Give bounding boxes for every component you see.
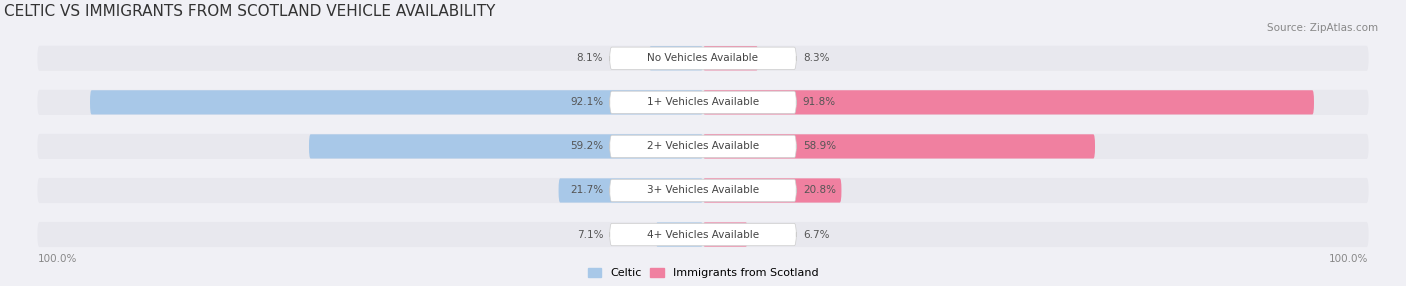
- Text: 92.1%: 92.1%: [569, 97, 603, 107]
- FancyBboxPatch shape: [650, 46, 703, 70]
- Text: 59.2%: 59.2%: [569, 141, 603, 151]
- Legend: Celtic, Immigrants from Scotland: Celtic, Immigrants from Scotland: [583, 264, 823, 283]
- FancyBboxPatch shape: [610, 179, 796, 202]
- FancyBboxPatch shape: [703, 134, 1095, 158]
- Text: 21.7%: 21.7%: [569, 186, 603, 195]
- Text: 58.9%: 58.9%: [803, 141, 837, 151]
- FancyBboxPatch shape: [38, 134, 1368, 159]
- Text: 8.1%: 8.1%: [576, 53, 603, 63]
- FancyBboxPatch shape: [610, 223, 796, 246]
- Text: 7.1%: 7.1%: [576, 230, 603, 240]
- FancyBboxPatch shape: [703, 90, 1315, 114]
- Text: 3+ Vehicles Available: 3+ Vehicles Available: [647, 186, 759, 195]
- FancyBboxPatch shape: [38, 46, 1368, 71]
- Text: Source: ZipAtlas.com: Source: ZipAtlas.com: [1267, 23, 1378, 33]
- FancyBboxPatch shape: [610, 135, 796, 158]
- Text: CELTIC VS IMMIGRANTS FROM SCOTLAND VEHICLE AVAILABILITY: CELTIC VS IMMIGRANTS FROM SCOTLAND VEHIC…: [4, 4, 495, 19]
- Text: 1+ Vehicles Available: 1+ Vehicles Available: [647, 97, 759, 107]
- Text: 100.0%: 100.0%: [38, 254, 77, 264]
- FancyBboxPatch shape: [38, 90, 1368, 115]
- FancyBboxPatch shape: [703, 223, 748, 247]
- FancyBboxPatch shape: [703, 46, 758, 70]
- Text: 8.3%: 8.3%: [803, 53, 830, 63]
- FancyBboxPatch shape: [558, 178, 703, 202]
- FancyBboxPatch shape: [38, 178, 1368, 203]
- FancyBboxPatch shape: [610, 47, 796, 69]
- FancyBboxPatch shape: [38, 222, 1368, 247]
- Text: 4+ Vehicles Available: 4+ Vehicles Available: [647, 230, 759, 240]
- FancyBboxPatch shape: [610, 91, 796, 114]
- FancyBboxPatch shape: [703, 178, 841, 202]
- Text: 91.8%: 91.8%: [803, 97, 837, 107]
- FancyBboxPatch shape: [309, 134, 703, 158]
- Text: 20.8%: 20.8%: [803, 186, 835, 195]
- Text: 6.7%: 6.7%: [803, 230, 830, 240]
- FancyBboxPatch shape: [655, 223, 703, 247]
- FancyBboxPatch shape: [90, 90, 703, 114]
- Text: 2+ Vehicles Available: 2+ Vehicles Available: [647, 141, 759, 151]
- Text: 100.0%: 100.0%: [1329, 254, 1368, 264]
- Text: No Vehicles Available: No Vehicles Available: [648, 53, 758, 63]
